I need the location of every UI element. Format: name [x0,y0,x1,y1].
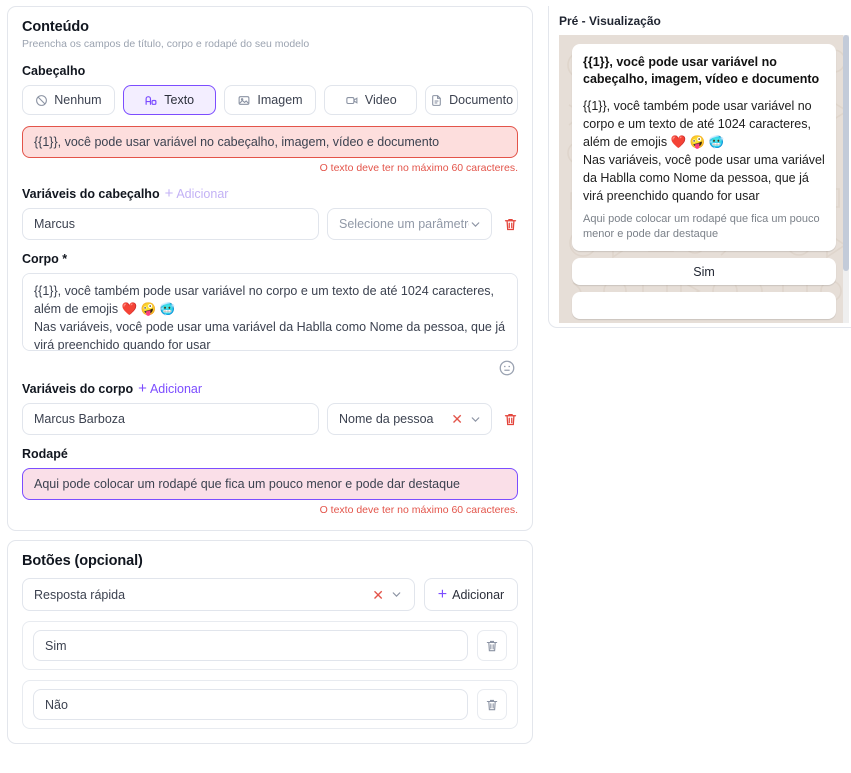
chat-preview: {{1}}, você pode usar variável no cabeça… [559,35,849,323]
buttons-type-row: Resposta rápida ✕ + Adicionar [22,578,518,611]
emoji-smiley-icon[interactable] [498,359,516,377]
header-variable-param-select[interactable]: Selecione um parâmetro [327,208,492,240]
image-icon [237,94,251,107]
header-vars-add-label: Adicionar [176,186,229,201]
preview-title: Pré - Visualização [559,14,661,28]
body-variable-row: Nome da pessoa ✕ [22,403,518,435]
header-type-video-button[interactable]: Video [324,85,418,115]
buttons-card-title: Botões (opcional) [22,553,143,569]
body-textarea[interactable] [22,273,518,351]
message-bubble: {{1}}, você pode usar variável no cabeça… [572,44,836,252]
header-error-message: O texto deve ter no máximo 60 caracteres… [319,162,518,174]
document-icon [430,94,443,107]
body-variable-value-input[interactable] [22,403,319,435]
add-button-button[interactable]: + Adicionar [424,578,518,611]
buttons-card: Botões (opcional) Resposta rápida ✕ + Ad… [7,540,533,744]
left-column: Conteúdo Preencha os campos de título, c… [7,6,533,744]
button-delete-button[interactable] [477,689,507,720]
header-type-video-label: Video [364,93,397,107]
footer-text-input[interactable] [22,468,518,500]
header-type-documento-label: Documento [449,93,514,107]
body-section-label: Corpo * [22,252,518,266]
plus-icon: + [164,185,174,202]
header-variable-row: Selecione um parâmetro [22,208,518,240]
content-card: Conteúdo Preencha os campos de título, c… [7,6,533,531]
video-icon [345,94,359,107]
button-delete-button[interactable] [477,630,507,661]
header-variable-param-value: Selecione um parâmetro [339,217,469,231]
button-text-input[interactable] [33,689,468,720]
plus-icon: + [138,380,147,397]
emoji-picker-row [22,354,518,377]
body-vars-label: Variáveis do corpo [22,381,134,396]
body-variable-param-value: Nome da pessoa [339,412,434,426]
text-icon [144,94,158,107]
body-variable-param-select[interactable]: Nome da pessoa ✕ [327,403,492,435]
header-type-imagem-label: Imagem [257,93,303,107]
button-type-value: Resposta rápida [34,587,126,602]
header-type-texto-label: Texto [164,93,195,107]
preview-header-text: {{1}}, você pode usar variável no cabeça… [583,55,820,87]
header-type-documento-button[interactable]: Documento [425,85,518,115]
right-column: Pré - Visualização [548,0,851,773]
body-variable-delete-button[interactable] [503,412,518,427]
button-item-row [22,680,518,729]
button-item-row [22,621,518,670]
header-type-selector: Nenhum Texto [22,85,518,115]
preview-card: Pré - Visualização [548,6,851,328]
chat-messages: {{1}}, você pode usar variável no cabeça… [559,35,849,320]
clear-icon[interactable]: ✕ [372,586,384,603]
preview-scrollbar-thumb[interactable] [843,35,849,271]
preview-footer-text: Aqui pode colocar um rodapé que fica um … [583,212,820,240]
header-type-imagem-button[interactable]: Imagem [223,85,317,115]
header-vars-label-row: Variáveis do cabeçalho + Adicionar [22,186,518,201]
button-text-input[interactable] [33,630,468,661]
footer-label-text: Rodapé [22,447,68,461]
plus-icon: + [437,585,448,603]
preview-reply-button[interactable] [572,292,836,320]
footer-section-label: Rodapé [22,447,518,461]
preview-body-text: {{1}}, você também pode usar variável no… [583,98,825,203]
add-button-label: Adicionar [452,587,505,602]
button-type-select[interactable]: Resposta rápida ✕ [22,578,415,611]
body-vars-label-row: Variáveis do corpo + Adicionar [22,381,518,396]
body-vars-add-button[interactable]: + Adicionar [138,381,202,396]
body-label-text: Corpo * [22,252,68,266]
content-card-subtitle: Preencha os campos de título, corpo e ro… [22,38,310,50]
footer-error-message: O texto deve ter no máximo 60 caracteres… [319,504,518,516]
header-type-nenhum-label: Nenhum [54,93,102,107]
chevron-down-icon[interactable] [390,588,403,601]
ban-icon [35,94,48,107]
header-section-label: Cabeçalho [22,64,518,78]
header-vars-label: Variáveis do cabeçalho [22,186,160,201]
header-variable-delete-button[interactable] [503,217,518,232]
preview-reply-button[interactable]: Sim [572,258,836,286]
header-type-texto-button[interactable]: Texto [122,85,216,115]
chevron-down-icon[interactable] [469,413,482,426]
header-vars-add-button[interactable]: + Adicionar [165,186,229,201]
header-label-text: Cabeçalho [22,64,86,78]
header-variable-value-input[interactable] [22,208,319,240]
header-type-nenhum-button[interactable]: Nenhum [22,85,115,115]
clear-icon[interactable]: ✕ [451,411,463,427]
content-card-title: Conteúdo [22,19,89,35]
body-vars-add-label: Adicionar [149,381,203,396]
chevron-down-icon[interactable] [469,218,482,231]
header-text-input[interactable] [22,126,518,158]
